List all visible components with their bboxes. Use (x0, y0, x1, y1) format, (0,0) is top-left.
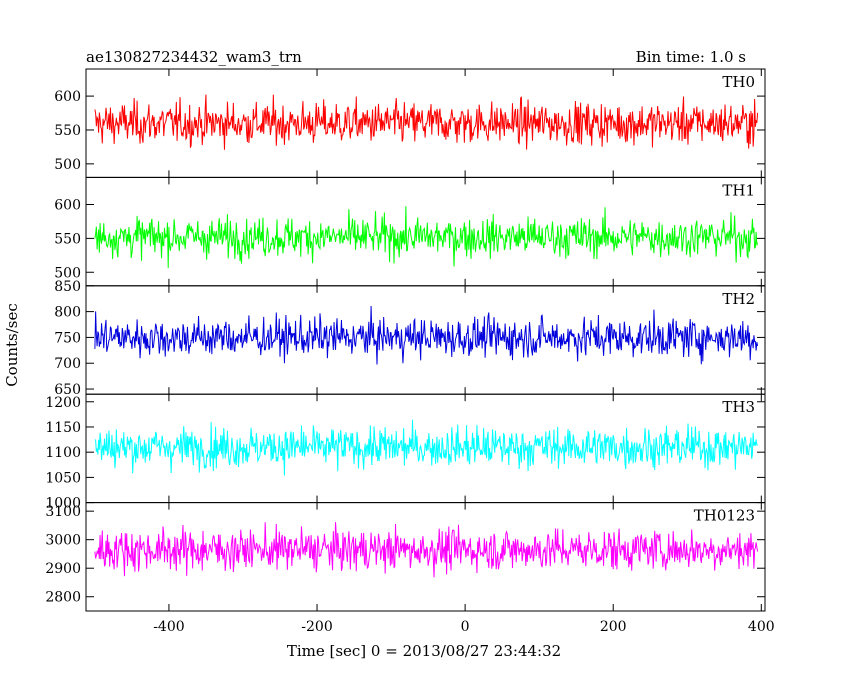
bin-time-label: Bin time: 1.0 s (636, 48, 746, 66)
y-tick-label: 3000 (45, 533, 81, 549)
series-line-th0 (94, 94, 759, 150)
x-tick-label: 200 (600, 619, 627, 635)
panel-label: TH1 (722, 181, 755, 199)
chart-title: ae130827234432_wam3_trn (86, 48, 302, 66)
x-tick-label: -200 (301, 619, 332, 635)
y-tick-label: 1100 (45, 445, 81, 461)
y-tick-label: 1200 (45, 395, 81, 411)
panel-label: TH0123 (694, 507, 755, 525)
panels-group: 500 550 600 TH0 500 550 600 TH1 650 700 750 800 850 T… (45, 68, 766, 612)
y-tick-label: 750 (54, 330, 81, 346)
y-tick-label: 650 (54, 382, 81, 398)
y-tick-label: 1050 (45, 470, 81, 486)
y-tick-label: 800 (54, 305, 81, 321)
x-axis: -400 -200 0 200 400 (153, 619, 774, 635)
y-tick-label: 600 (54, 89, 81, 105)
panel-th0: 500 550 600 TH0 (54, 68, 766, 178)
y-tick-label: 2800 (45, 590, 81, 606)
y-tick-label: 550 (54, 231, 81, 247)
y-axis-label: Counts/sec (3, 303, 21, 387)
y-tick-label: 3100 (45, 504, 81, 520)
y-tick-label: 500 (54, 157, 81, 173)
series-line-th3 (94, 419, 758, 476)
series-line-th0123 (94, 522, 759, 578)
panel-th3: 1000 1050 1100 1150 1200 TH3 (45, 393, 766, 512)
y-tick-label: 1150 (45, 420, 81, 436)
panel-label: TH2 (722, 290, 755, 308)
series-line-th1 (94, 206, 759, 268)
x-tick-label: 0 (461, 619, 470, 635)
y-tick-label: 700 (54, 356, 81, 372)
y-tick-label: 2900 (45, 561, 81, 577)
x-tick-label: -400 (153, 619, 184, 635)
panel-label: TH3 (722, 398, 755, 416)
panel-frame (85, 502, 766, 612)
x-axis-label: Time [sec] 0 = 2013/08/27 23:44:32 (287, 642, 561, 660)
y-tick-label: 600 (54, 198, 81, 214)
y-tick-label: 1000 (45, 496, 81, 512)
panel-th1: 500 550 600 TH1 (54, 176, 766, 287)
panel-th2: 650 700 750 800 850 TH2 (54, 279, 766, 398)
x-tick-label: 400 (748, 619, 775, 635)
y-tick-label: 550 (54, 123, 81, 139)
panel-label: TH0 (722, 73, 755, 91)
series-line-th2 (94, 306, 759, 365)
panel-th0123: 2800 2900 3000 3100 TH0123 (45, 502, 766, 612)
y-tick-label: 850 (54, 279, 81, 295)
y-tick-label: 500 (54, 265, 81, 281)
